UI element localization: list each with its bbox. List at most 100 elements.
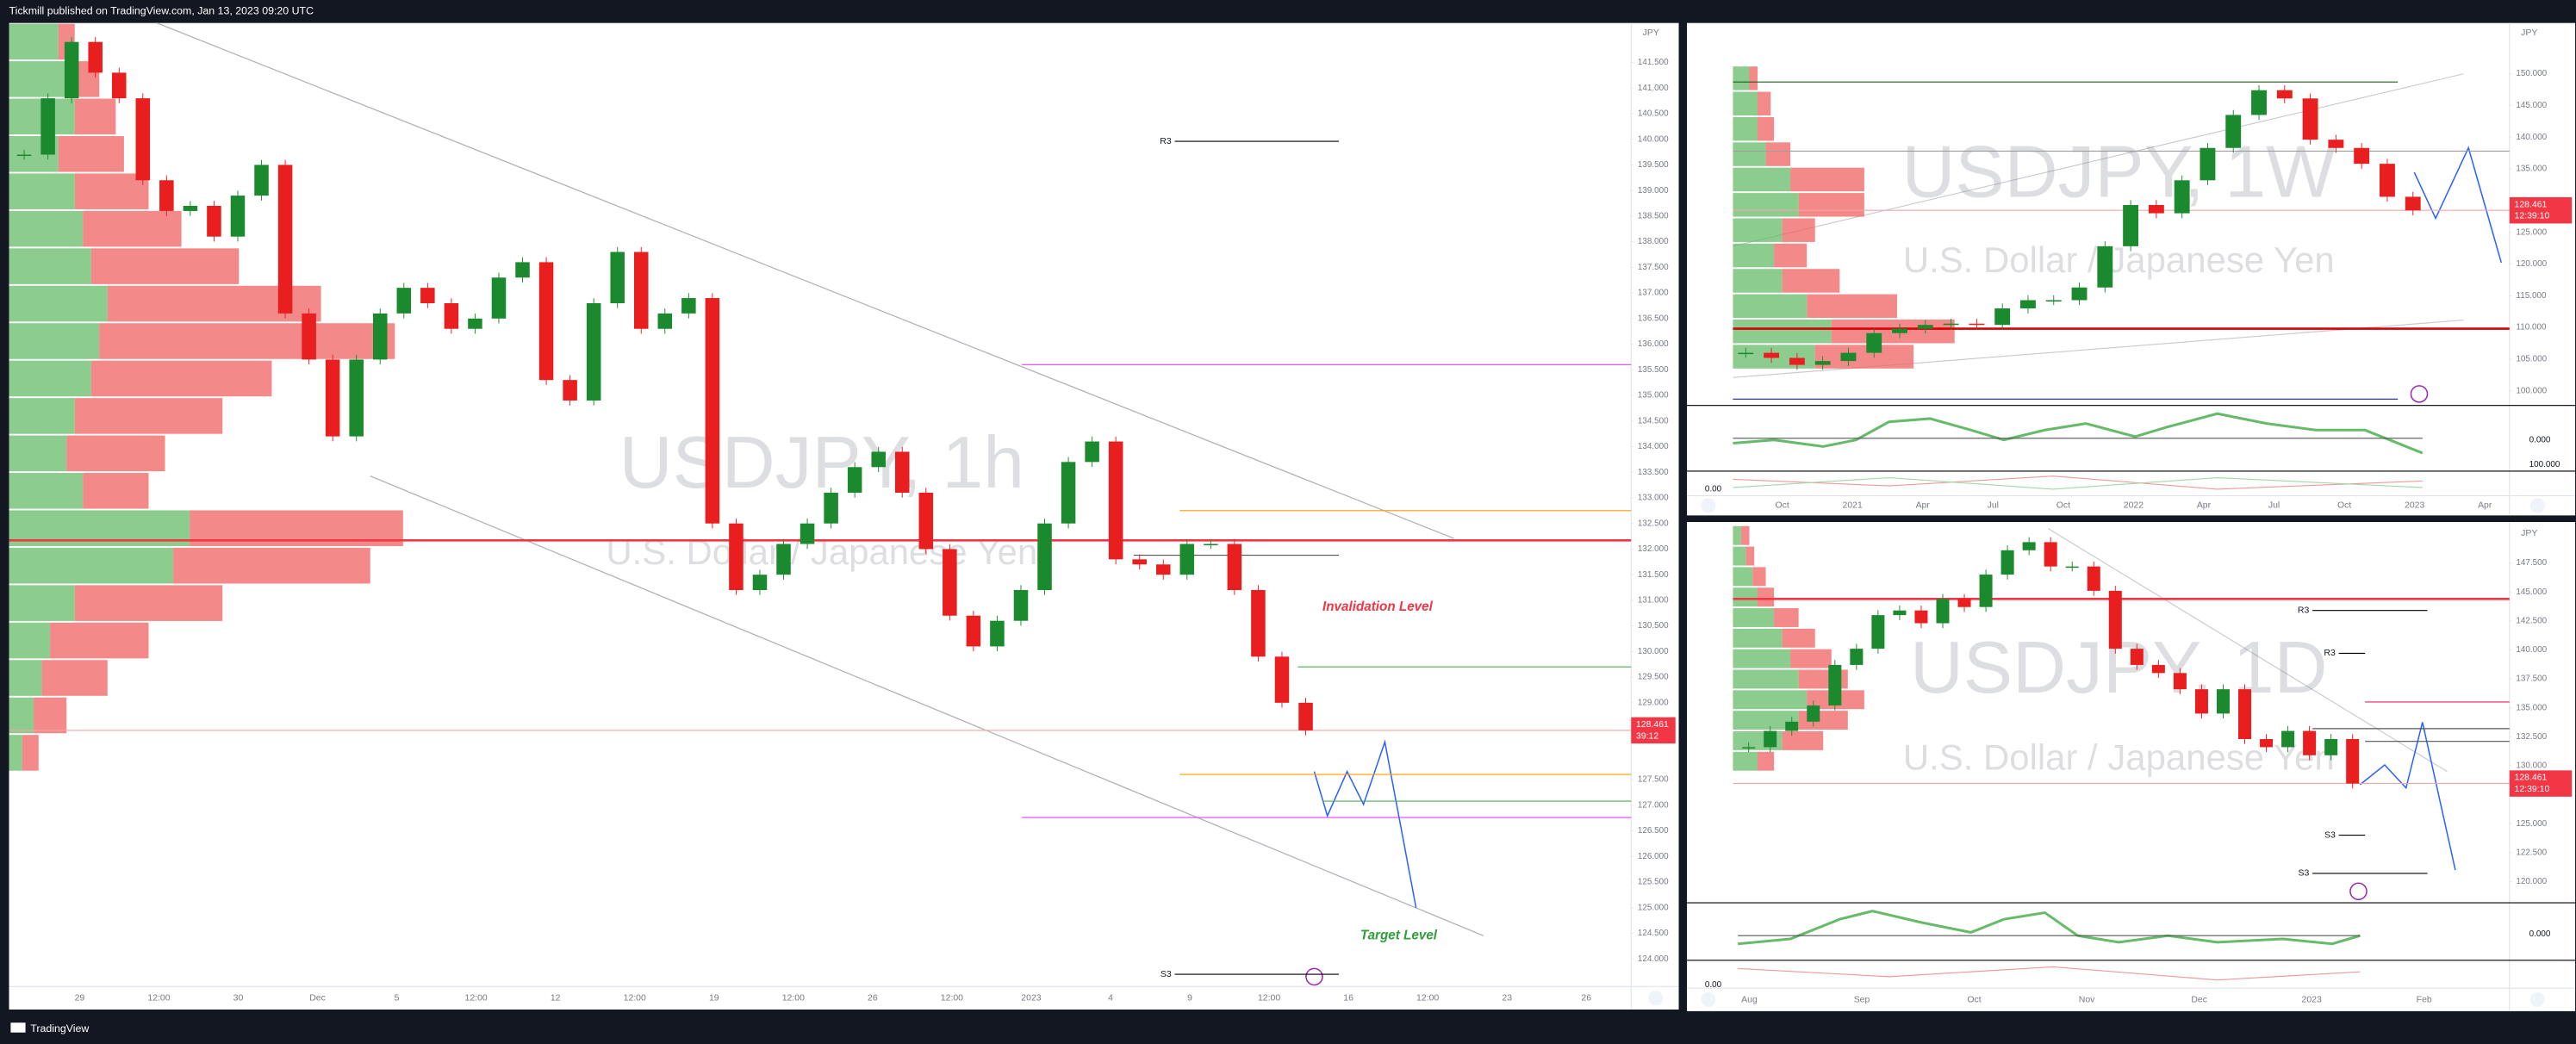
y-tick-label: 124.500 bbox=[1638, 929, 1669, 938]
volume-buy bbox=[9, 173, 75, 209]
candle bbox=[1061, 462, 1076, 524]
trend-channel bbox=[2048, 528, 2448, 773]
event-icon[interactable] bbox=[2410, 385, 2429, 403]
candle bbox=[2000, 550, 2014, 575]
candle bbox=[1132, 559, 1147, 565]
x-tick-label: 26 bbox=[868, 993, 878, 1003]
y-tick-label: 135.500 bbox=[1638, 365, 1669, 375]
annotation: Target Level bbox=[1360, 928, 1438, 942]
candle bbox=[824, 493, 838, 524]
publisher-note: Tickmill published on TradingView.com, J… bbox=[9, 5, 314, 17]
volume-buy bbox=[1733, 319, 1832, 344]
candle bbox=[538, 262, 554, 381]
x-tick-label: Apr bbox=[2478, 501, 2492, 511]
candle bbox=[2123, 205, 2139, 246]
x-tick-label: 29 bbox=[75, 993, 85, 1003]
x-tick-label: 16 bbox=[1343, 993, 1353, 1003]
candle bbox=[1969, 323, 1985, 326]
candle bbox=[918, 493, 934, 550]
candle bbox=[2151, 664, 2165, 674]
volume-sell bbox=[34, 697, 67, 734]
zoom-button[interactable] bbox=[1701, 498, 1716, 513]
indicator-label: 0.00 bbox=[1705, 980, 1722, 990]
candle bbox=[1828, 664, 1842, 705]
x-tick-label: Oct bbox=[2337, 501, 2351, 511]
trend-channel bbox=[370, 475, 1484, 936]
zoom-button[interactable] bbox=[1701, 991, 1716, 1008]
auto-scale-button[interactable] bbox=[2529, 498, 2545, 513]
auto-scale-button[interactable] bbox=[2529, 991, 2545, 1008]
x-tick-label: 12 bbox=[551, 993, 561, 1003]
price-badge bbox=[2509, 770, 2573, 797]
volume-sell bbox=[1782, 218, 1815, 242]
auto-scale-button[interactable] bbox=[1648, 991, 1664, 1006]
volume-buy bbox=[9, 360, 91, 397]
event-icon[interactable] bbox=[1305, 967, 1323, 986]
y-tick-label: 125.000 bbox=[2516, 819, 2547, 829]
candle bbox=[1814, 361, 1831, 365]
candle bbox=[40, 98, 55, 155]
y-tick-label: 139.000 bbox=[1638, 186, 1669, 196]
currency-label: JPY bbox=[2521, 529, 2537, 538]
candle bbox=[2380, 164, 2395, 197]
candle bbox=[2237, 689, 2252, 739]
volume-buy bbox=[9, 660, 42, 696]
candle bbox=[1204, 544, 1218, 546]
volume-buy bbox=[1733, 243, 1775, 268]
y-tick-label: 130.500 bbox=[1638, 621, 1669, 631]
candle bbox=[2108, 590, 2122, 649]
volume-sell bbox=[41, 660, 108, 696]
x-tick-label: Apr bbox=[2197, 501, 2212, 511]
candle bbox=[966, 615, 981, 647]
x-tick-label: Oct bbox=[2056, 501, 2070, 511]
candle bbox=[2065, 566, 2079, 569]
candle bbox=[729, 523, 744, 591]
y-tick-label: 139.500 bbox=[1638, 160, 1669, 170]
watermark-subtitle: U.S. Dollar / Japanese Yen bbox=[1903, 239, 2335, 280]
x-tick-label: 12:00 bbox=[1258, 993, 1280, 1003]
candle bbox=[159, 180, 174, 211]
pane-daily bbox=[1687, 522, 2576, 1011]
candle bbox=[1994, 308, 2011, 326]
candle bbox=[2276, 90, 2293, 99]
level-label: S3 bbox=[1160, 970, 1172, 979]
x-tick-label: 19 bbox=[709, 993, 719, 1003]
level-label: R3 bbox=[1160, 137, 1172, 146]
y-tick-label: 147.500 bbox=[2516, 558, 2547, 568]
y-tick-label: 100.000 bbox=[2516, 386, 2547, 395]
candle bbox=[1738, 352, 1754, 355]
candle bbox=[1155, 564, 1171, 575]
volume-sell bbox=[66, 435, 165, 472]
candle bbox=[1764, 730, 1777, 748]
x-tick-label: Sep bbox=[1854, 995, 1870, 1004]
volume-sell bbox=[1758, 587, 1775, 607]
x-tick-label: 2022 bbox=[2124, 501, 2144, 511]
volume-buy bbox=[9, 61, 67, 97]
volume-buy bbox=[1733, 649, 1791, 668]
volume-sell bbox=[1814, 345, 1914, 369]
y-tick-label: 122.500 bbox=[2516, 848, 2547, 857]
volume-sell bbox=[1782, 269, 1840, 293]
x-tick-label: 12:00 bbox=[941, 993, 963, 1003]
event-icon[interactable] bbox=[2349, 882, 2368, 901]
candle bbox=[254, 165, 269, 196]
candle bbox=[2251, 90, 2267, 115]
candle bbox=[468, 318, 482, 329]
candle bbox=[64, 41, 79, 99]
volume-buy bbox=[1733, 167, 1791, 192]
projection-path bbox=[2413, 146, 2503, 264]
x-tick-label: Aug bbox=[1741, 995, 1758, 1004]
x-tick-label: Oct bbox=[1967, 995, 1981, 1004]
volume-buy bbox=[9, 547, 174, 584]
y-tick-label: 132.000 bbox=[1638, 544, 1669, 554]
x-tick-label: Dec bbox=[2191, 995, 2207, 1004]
candle bbox=[111, 72, 127, 99]
y-tick-label: 120.000 bbox=[2516, 259, 2547, 269]
oscillator-line bbox=[1733, 475, 2423, 490]
volume-sell bbox=[74, 98, 116, 135]
x-tick-label: Jul bbox=[2268, 501, 2280, 511]
volume-sell bbox=[1798, 711, 1848, 730]
candle bbox=[2346, 738, 2360, 784]
volume-buy bbox=[1733, 690, 1808, 710]
volume-buy bbox=[9, 23, 59, 60]
